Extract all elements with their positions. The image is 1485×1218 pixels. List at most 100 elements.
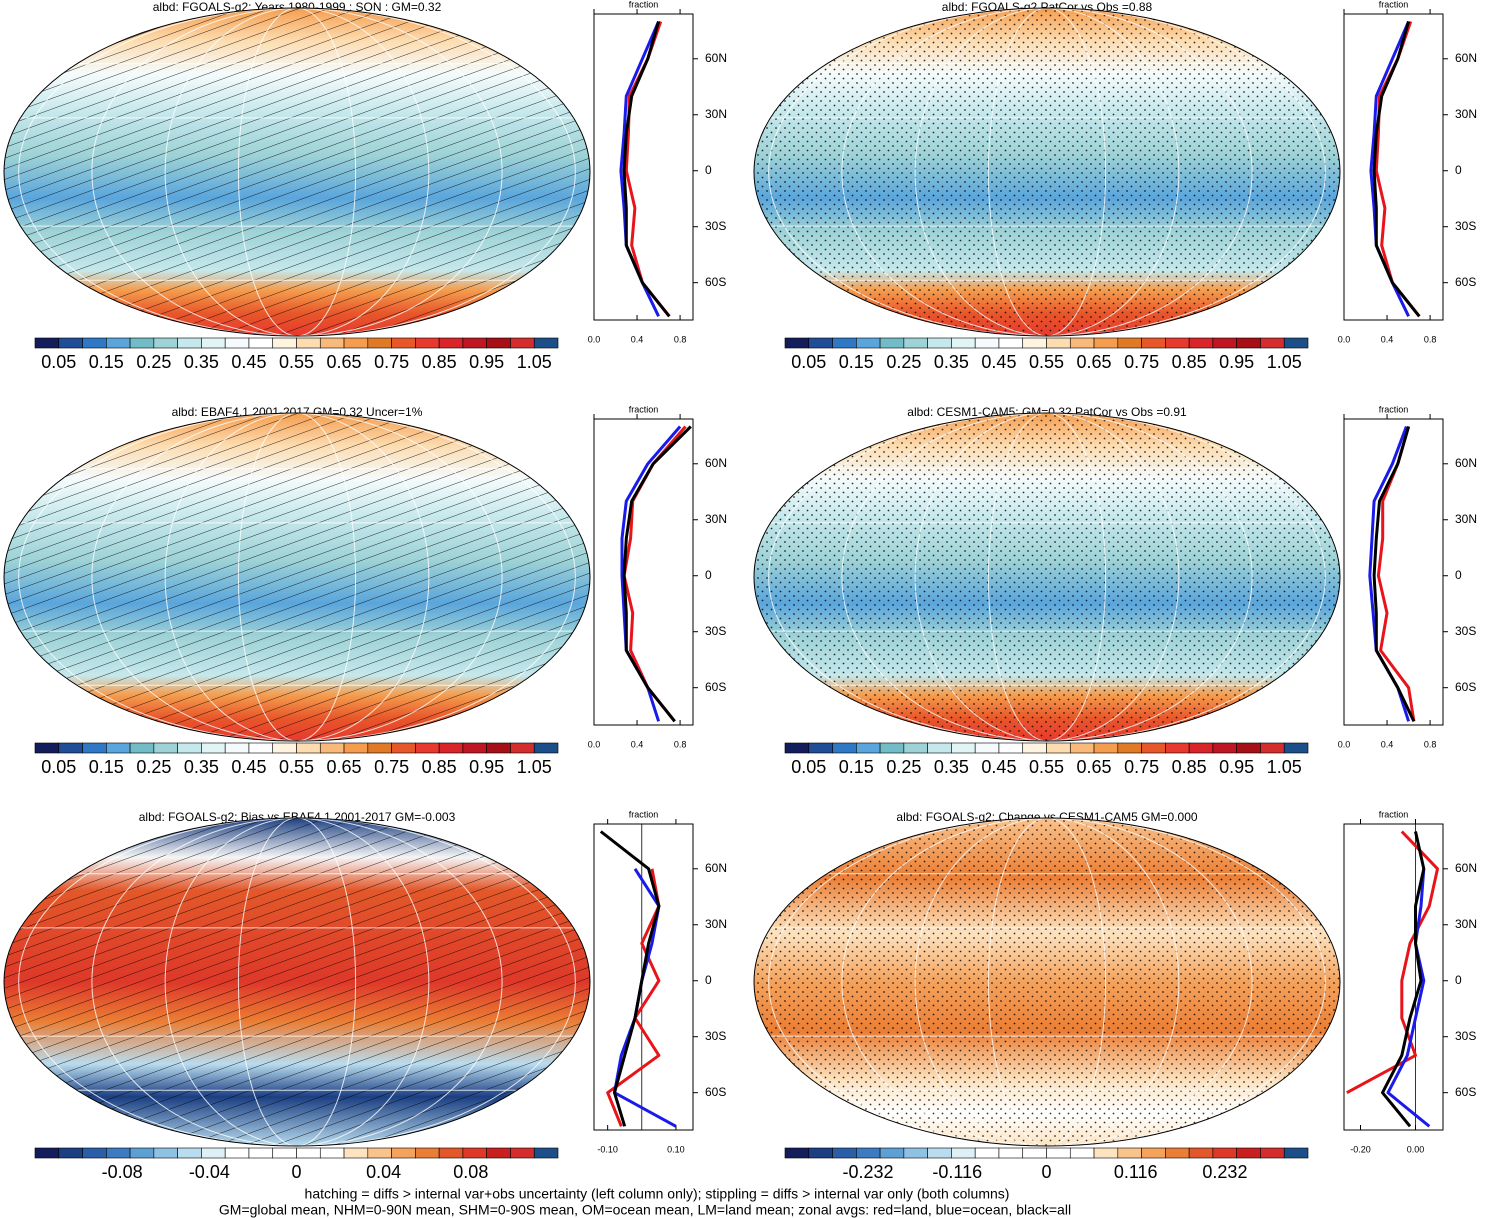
colorbar-swatch	[106, 1147, 131, 1159]
colorbar-label: 0.65	[327, 352, 362, 372]
colorbar-label: 0.04	[366, 1162, 401, 1182]
colorbar-swatch	[1069, 337, 1095, 349]
colorbar-label: 0.25	[886, 352, 921, 372]
map-border	[753, 7, 1341, 337]
colorbar-label: 0.85	[1172, 352, 1207, 372]
panel-title: albd: CESM1-CAM5: GM=0.32 PatCor vs Obs …	[907, 405, 1187, 419]
y-tick-label: 0	[705, 163, 712, 177]
colorbar-label: 0.75	[374, 757, 409, 777]
y-tick-label: 60N	[705, 456, 727, 470]
colorbar-swatch	[1046, 1147, 1071, 1159]
colorbar-swatch	[462, 337, 487, 349]
zonal-axis-label: fraction	[1379, 809, 1409, 819]
colorbar-swatch	[272, 1147, 297, 1159]
colorbar-swatch	[903, 1147, 928, 1159]
colorbar-swatch	[927, 742, 952, 754]
colorbar-swatch	[106, 337, 131, 349]
colorbar-label: 0	[1041, 1162, 1051, 1182]
colorbar-swatch	[319, 337, 345, 349]
colorbar-swatch	[1069, 1147, 1095, 1159]
colorbar-swatch	[1212, 1147, 1237, 1159]
colorbar-label: 0.35	[934, 352, 969, 372]
colorbar-swatch	[34, 1147, 60, 1159]
map-overlay	[754, 8, 1340, 336]
colorbar-swatch	[1141, 337, 1166, 349]
y-tick-label: 30S	[705, 624, 726, 638]
footnote: GM=global mean, NHM=0-90N mean, SHM=0-90…	[219, 1202, 1071, 1218]
colorbar-swatch	[808, 337, 833, 349]
colorbar-swatch	[1283, 1147, 1309, 1159]
colorbar-label: 0.05	[791, 757, 826, 777]
y-tick-label: 30N	[705, 107, 727, 121]
map-overlay	[4, 413, 590, 741]
colorbar-swatch	[153, 337, 178, 349]
colorbar-label: -0.08	[102, 1162, 143, 1182]
zonal-frame	[593, 823, 694, 1131]
y-tick-label: 30S	[705, 1029, 726, 1043]
x-tick-label: 0.4	[1381, 334, 1394, 344]
graticule	[987, 413, 1107, 741]
y-tick-label: 0	[705, 973, 712, 987]
colorbar-label: 0.65	[327, 757, 362, 777]
colorbar-swatch	[462, 1147, 487, 1159]
graticule	[164, 8, 430, 336]
colorbar-swatch	[808, 1147, 833, 1159]
y-tick-label: 30S	[1455, 1029, 1476, 1043]
x-tick-label: 0.4	[1381, 739, 1394, 749]
y-tick-label: 60S	[1455, 275, 1476, 289]
colorbar-label: 0.55	[1029, 352, 1064, 372]
colorbar-swatch	[224, 337, 250, 349]
colorbar-swatch	[177, 337, 202, 349]
colorbar-swatch	[1283, 742, 1309, 754]
map-border	[753, 412, 1341, 742]
colorbar-swatch	[129, 337, 155, 349]
colorbar-swatch	[1236, 742, 1261, 754]
colorbar-label: 0.15	[89, 352, 124, 372]
colorbar-swatch	[1236, 1147, 1261, 1159]
y-tick-label: 60N	[705, 861, 727, 875]
colorbar-swatch	[201, 742, 226, 754]
colorbar-swatch	[1022, 1147, 1047, 1159]
colorbar-swatch	[1188, 742, 1214, 754]
colorbar-swatch	[34, 337, 60, 349]
colorbar-label: -0.116	[932, 1162, 982, 1182]
panel-title: albd: EBAF4.1 2001-2017 GM=0.32 Uncer=1%	[172, 405, 423, 419]
map	[4, 818, 590, 1146]
zonal-line	[1346, 830, 1439, 1095]
colorbar-label: 0.35	[184, 757, 219, 777]
colorbar-swatch	[34, 742, 60, 754]
zonal-frame	[1343, 13, 1444, 321]
colorbar-label: 0.95	[469, 757, 504, 777]
y-tick-label: 60N	[1455, 51, 1477, 65]
colorbar-swatch	[177, 1147, 202, 1159]
colorbar-swatch	[1165, 742, 1190, 754]
x-tick-label: -0.20	[1350, 1144, 1371, 1154]
colorbar-swatch	[415, 337, 440, 349]
colorbar-swatch	[533, 742, 559, 754]
colorbar-label: 0.75	[1124, 757, 1159, 777]
colorbar-swatch	[58, 742, 83, 754]
graticule	[987, 818, 1107, 1146]
graticule	[237, 818, 357, 1146]
y-tick-label: 0	[1455, 973, 1462, 987]
colorbar-label: 0.65	[1077, 352, 1112, 372]
colorbar-swatch	[879, 1147, 905, 1159]
colorbar-swatch	[951, 1147, 976, 1159]
footnote: hatching = diffs > internal var+obs unce…	[305, 1186, 1010, 1202]
zonal-line	[622, 21, 671, 318]
zonal-line	[599, 830, 661, 1127]
y-tick-label: 30N	[1455, 917, 1477, 931]
graticule	[18, 818, 576, 1146]
colorbar-swatch	[319, 1147, 345, 1159]
zonal-axis-label: fraction	[629, 0, 659, 9]
colorbar-swatch	[367, 1147, 392, 1159]
colorbar-label: 0.05	[791, 352, 826, 372]
colorbar-swatch	[296, 1147, 321, 1159]
colorbar-swatch	[1093, 337, 1119, 349]
colorbar-label: 0.95	[1219, 757, 1254, 777]
graticule	[237, 8, 357, 336]
colorbar-swatch	[784, 742, 810, 754]
graticule	[18, 413, 576, 741]
y-tick-label: 60S	[1455, 1085, 1476, 1099]
